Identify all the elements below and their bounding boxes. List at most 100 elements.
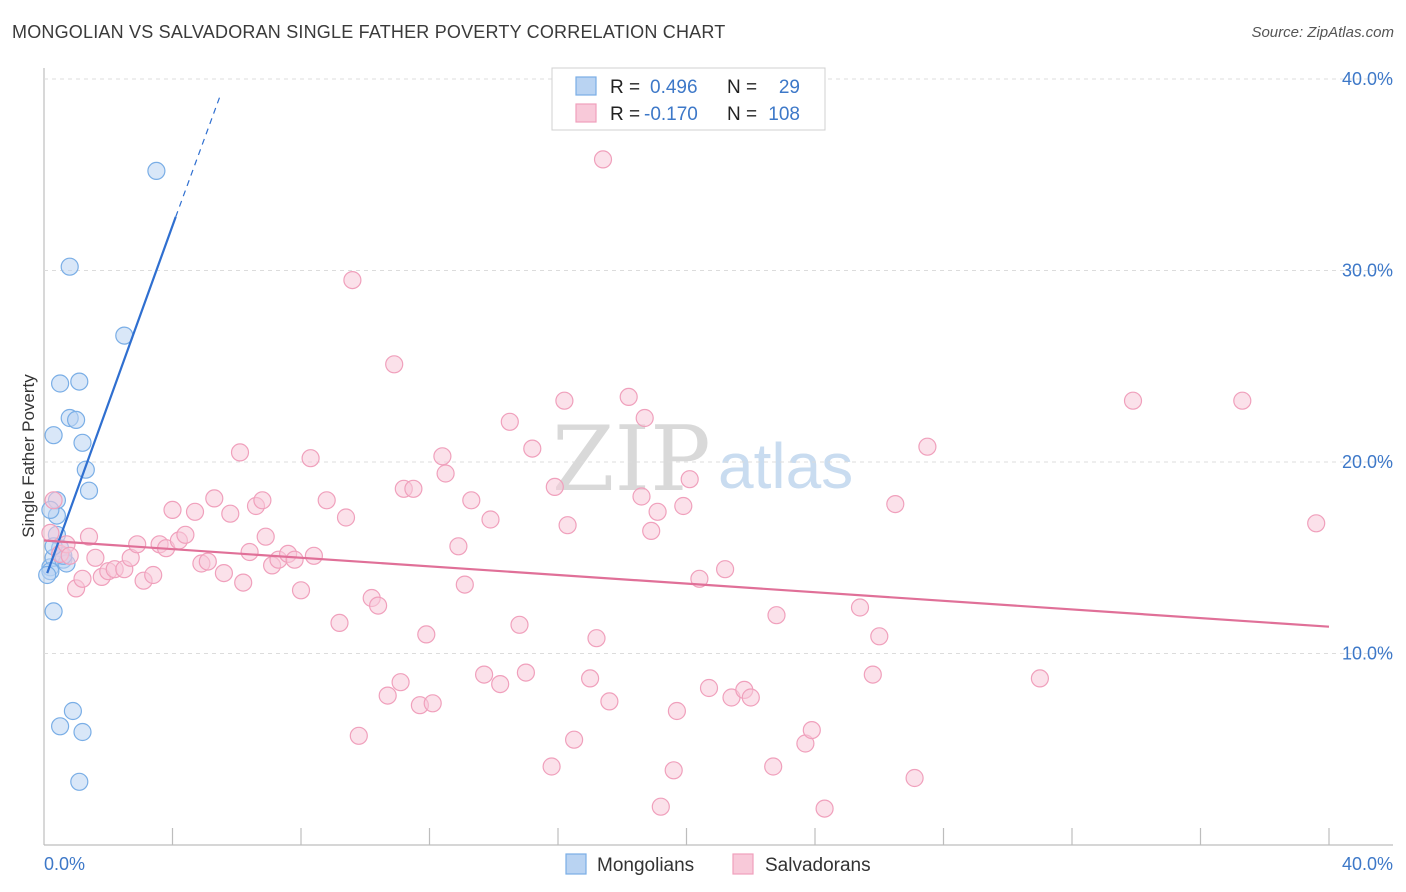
x-ticks [171, 828, 1330, 845]
point-salvadorans [256, 527, 275, 546]
point-salvadorans [516, 663, 536, 682]
x-tick-label-min: 0.0% [44, 854, 85, 874]
point-salvadorans [198, 552, 217, 571]
point-salvadorans [144, 565, 163, 585]
point-salvadorans [664, 761, 683, 780]
series-legend-label-mongolians: Mongolians [597, 855, 694, 876]
point-salvadorans [369, 596, 388, 615]
point-salvadorans [690, 569, 709, 588]
series-legend-swatch-mongolians [565, 853, 587, 875]
point-salvadorans [564, 730, 584, 749]
point-salvadorans [542, 757, 561, 776]
y-tick-label: 20.0% [1342, 452, 1393, 472]
point-salvadorans [558, 516, 577, 535]
point-salvadorans [475, 665, 494, 684]
point-salvadorans [60, 546, 79, 565]
point-salvadorans [343, 271, 362, 290]
point-salvadorans [391, 673, 410, 692]
point-salvadorans [619, 387, 638, 406]
trend-layer [43, 94, 1330, 628]
point-salvadorans [850, 598, 870, 617]
point-salvadorans [433, 447, 452, 466]
point-salvadorans [163, 500, 182, 519]
point-salvadorans [234, 573, 253, 592]
legend-r-value-mongolians: 0.496 [650, 77, 698, 98]
series-legend-swatch-salvadorans [732, 853, 754, 875]
point-salvadorans [73, 569, 92, 588]
legend-r-label-salvadorans: R = [610, 104, 640, 125]
point-mongolians [50, 717, 70, 736]
series-legend: Mongolians Salvadorans [565, 853, 871, 876]
point-salvadorans [1123, 391, 1143, 410]
point-mongolians [50, 374, 70, 393]
point-salvadorans [886, 495, 905, 514]
point-mongolians [44, 426, 63, 445]
point-mongolians [66, 410, 86, 429]
watermark-zip: ZIP [552, 407, 711, 512]
point-salvadorans [815, 799, 834, 818]
point-salvadorans [918, 437, 937, 456]
point-salvadorans [336, 508, 356, 527]
point-mongolians [73, 722, 92, 742]
stats-legend-box [551, 67, 826, 131]
point-salvadorans [545, 477, 564, 496]
point-salvadorans [863, 665, 882, 684]
point-salvadorans [221, 504, 240, 523]
chart-source: Source: ZipAtlas.com [1251, 24, 1394, 41]
point-salvadorans [870, 627, 889, 646]
point-salvadorans [449, 537, 468, 556]
point-salvadorans [240, 542, 259, 562]
point-salvadorans [635, 408, 654, 428]
chart-title: MONGOLIAN VS SALVADORAN SINGLE FATHER PO… [12, 22, 726, 42]
point-mongolians [70, 372, 89, 391]
legend-swatch-salvadorans [575, 103, 597, 123]
point-salvadorans [699, 678, 719, 698]
point-salvadorans [500, 412, 519, 431]
point-salvadorans [44, 491, 63, 510]
legend-r-value-salvadorans: -0.170 [644, 104, 698, 125]
point-salvadorans [404, 479, 423, 498]
point-salvadorans [304, 546, 323, 565]
point-mongolians [38, 565, 57, 585]
point-salvadorans [291, 581, 311, 600]
point-mongolians [147, 161, 166, 180]
y-tick-label: 40.0% [1342, 69, 1393, 89]
point-salvadorans [301, 449, 320, 468]
trend-line-mongolians [46, 216, 177, 574]
point-salvadorans [767, 606, 786, 625]
point-mongolians [44, 602, 63, 621]
point-salvadorans [253, 491, 272, 510]
x-tick-label-max: 40.0% [1342, 854, 1393, 874]
point-mongolians [79, 481, 99, 500]
point-salvadorans [462, 491, 481, 510]
points-layer [38, 150, 1326, 818]
legend-n-label-salvadorans: N = [727, 104, 757, 125]
point-salvadorans [205, 489, 224, 508]
legend-n-value-mongolians: 29 [779, 77, 800, 98]
point-salvadorans [593, 150, 613, 169]
point-salvadorans [510, 615, 529, 634]
point-salvadorans [86, 548, 105, 567]
point-salvadorans [349, 726, 368, 745]
point-salvadorans [330, 613, 349, 633]
point-mongolians [60, 257, 79, 276]
point-salvadorans [185, 502, 205, 521]
point-salvadorans [1233, 391, 1252, 410]
point-salvadorans [385, 355, 404, 374]
point-salvadorans [555, 391, 574, 410]
stats-legend: R = 0.496 N = 29 R = -0.170 N = 108 [551, 67, 826, 131]
point-salvadorans [230, 443, 250, 462]
point-salvadorans [378, 686, 397, 705]
point-salvadorans [667, 701, 687, 721]
point-salvadorans [905, 768, 924, 788]
point-salvadorans [436, 464, 455, 483]
legend-r-label-mongolians: R = [610, 77, 640, 98]
watermark-atlas: atlas [718, 430, 853, 502]
point-salvadorans [632, 487, 651, 506]
point-salvadorans [600, 692, 619, 711]
point-salvadorans [651, 797, 670, 816]
point-salvadorans [1030, 669, 1050, 688]
point-salvadorans [674, 496, 693, 516]
point-salvadorans [285, 550, 304, 569]
